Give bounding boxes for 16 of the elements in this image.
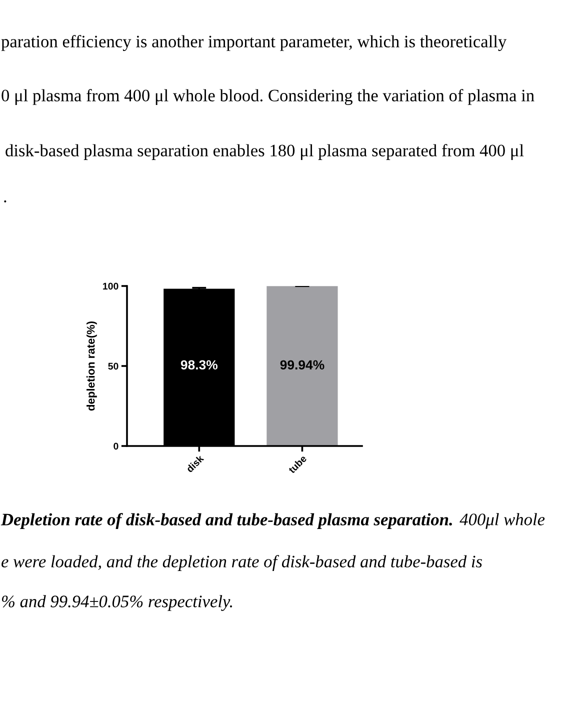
text: disk-based plasma separation enables 180 μl plasma separated from 400 μl xyxy=(6,144,524,160)
y-tick-label: 0 xyxy=(114,442,118,450)
x-tick-label: disk xyxy=(186,454,204,473)
y-axis-title: depletion rate(%) xyxy=(86,321,97,411)
data-label: 99.94% xyxy=(280,360,324,370)
text: e were loaded, and the depletion rate of disk-based and tube-based is xyxy=(2,555,482,571)
text: paration efficiency is another important parameter, which is theoretically xyxy=(1,35,507,51)
x-tick-label: tube xyxy=(288,454,308,474)
y-tick-label: 50 xyxy=(108,362,118,370)
data-label: 98.3% xyxy=(180,360,218,370)
text: 400μl whole xyxy=(460,513,545,529)
y-tick-label: 100 xyxy=(103,282,118,290)
text: . xyxy=(4,200,6,202)
text: Depletion rate of disk-based and tube-based plasma separation. xyxy=(0,513,452,529)
text: % and 99.94±0.05% respectively. xyxy=(2,595,232,611)
text: 0 μl plasma from 400 μl whole blood. Considering the variation of plasma in xyxy=(2,89,534,105)
